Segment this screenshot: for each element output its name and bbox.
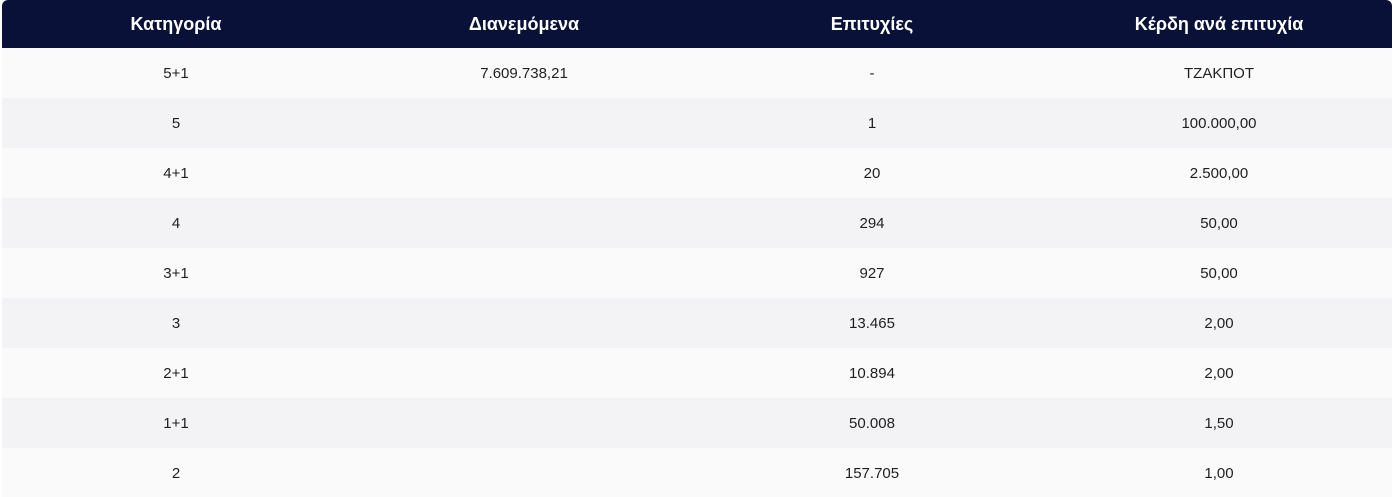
- table-header: Κατηγορία Διανεμόμενα Επιτυχίες Κέρδη αν…: [2, 0, 1392, 48]
- cell-category: 5+1: [163, 64, 189, 82]
- cell-distributed: [350, 448, 698, 497]
- cell-winners: 50.008: [849, 414, 895, 432]
- cell-distributed: [350, 348, 698, 398]
- header-row: Κατηγορία Διανεμόμενα Επιτυχίες Κέρδη αν…: [2, 0, 1392, 48]
- cell-category: 2: [171, 464, 181, 482]
- cell-prize: 2,00: [1204, 364, 1234, 382]
- cell-distributed: [350, 398, 698, 448]
- cell-category: 3+1: [163, 264, 189, 282]
- header-prize-per-winner: Κέρδη ανά επιτυχία: [1134, 13, 1304, 34]
- cell-prize: 2,00: [1204, 314, 1234, 332]
- cell-prize: 1,00: [1204, 464, 1234, 482]
- cell-distributed: [350, 98, 698, 148]
- table-row: 5+1 7.609.738,21 - ΤΖΑΚΠΟΤ: [2, 48, 1392, 98]
- cell-category: 3: [171, 314, 181, 332]
- cell-winners: 927: [859, 264, 885, 282]
- cell-distributed: [350, 248, 698, 298]
- table-row: 2 157.705 1,00: [2, 448, 1392, 497]
- cell-category: 4+1: [163, 164, 189, 182]
- cell-distributed: 7.609.738,21: [480, 64, 568, 82]
- cell-prize: 2.500,00: [1189, 164, 1249, 182]
- cell-distributed: [350, 298, 698, 348]
- table-row: 3+1 927 50,00: [2, 248, 1392, 298]
- table-row: 2+1 10.894 2,00: [2, 348, 1392, 398]
- header-category: Κατηγορία: [130, 13, 222, 34]
- header-distributed: Διανεμόμενα: [468, 13, 580, 34]
- cell-distributed: [350, 198, 698, 248]
- cell-winners: 294: [859, 214, 885, 232]
- cell-winners: 20: [863, 164, 881, 182]
- cell-winners: 13.465: [849, 314, 895, 332]
- cell-winners: -: [869, 64, 875, 82]
- table-row: 1+1 50.008 1,50: [2, 398, 1392, 448]
- cell-prize: 100.000,00: [1181, 114, 1257, 132]
- cell-prize: 50,00: [1200, 214, 1238, 232]
- cell-distributed: [350, 148, 698, 198]
- table-row: 4+1 20 2.500,00: [2, 148, 1392, 198]
- cell-category: 2+1: [163, 364, 189, 382]
- cell-prize: 50,00: [1200, 264, 1238, 282]
- cell-prize: ΤΖΑΚΠΟΤ: [1184, 64, 1254, 82]
- table-row: 4 294 50,00: [2, 198, 1392, 248]
- cell-winners: 1: [867, 114, 877, 132]
- table-body: 5+1 7.609.738,21 - ΤΖΑΚΠΟΤ 5 1 100.000,0…: [2, 48, 1392, 497]
- table-row: 3 13.465 2,00: [2, 298, 1392, 348]
- cell-winners: 157.705: [844, 464, 900, 482]
- header-winners: Επιτυχίες: [830, 13, 914, 34]
- cell-category: 1+1: [163, 414, 189, 432]
- cell-category: 5: [171, 114, 181, 132]
- cell-prize: 1,50: [1204, 414, 1234, 432]
- cell-category: 4: [171, 214, 181, 232]
- table-row: 5 1 100.000,00: [2, 98, 1392, 148]
- cell-winners: 10.894: [849, 364, 895, 382]
